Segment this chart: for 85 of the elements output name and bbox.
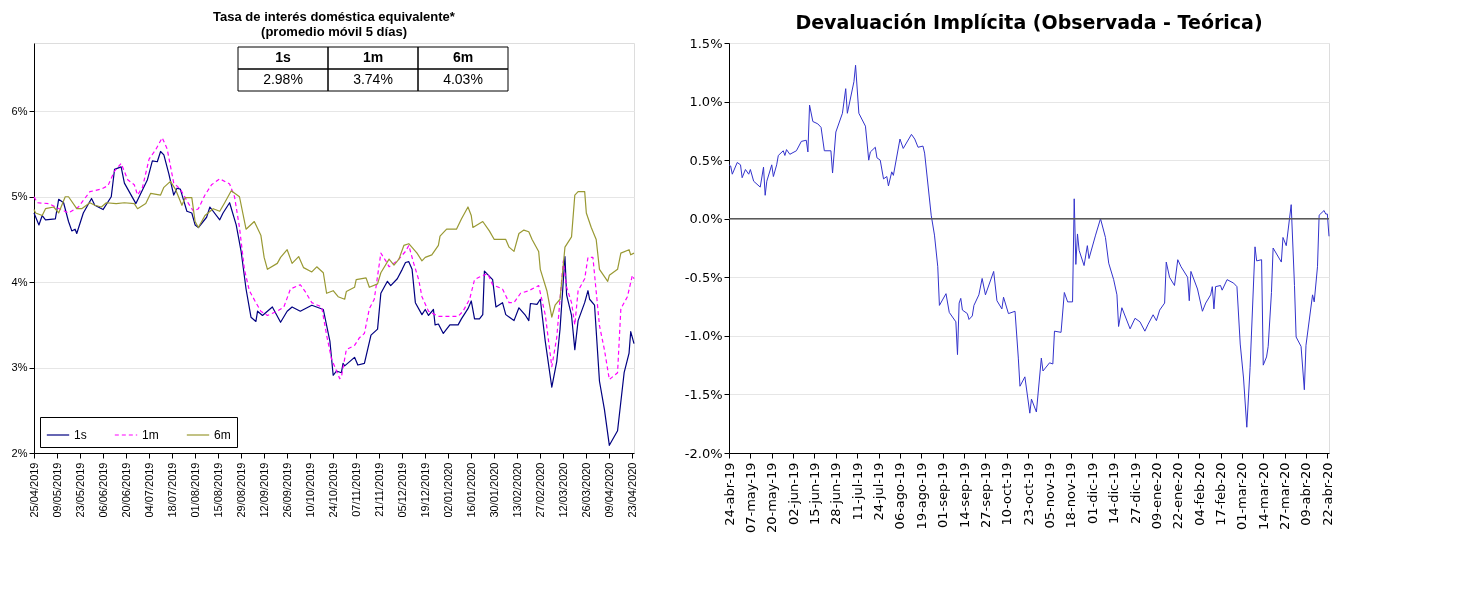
x-tick-label: 21/11/2019 — [372, 462, 385, 517]
x-tick-label: 02-jun-19 — [785, 462, 801, 526]
x-tick-label: 27/02/2020 — [533, 462, 546, 518]
x-tick-label: 10-oct-19 — [999, 462, 1015, 526]
x-tick-label: 22-abr-20 — [1319, 462, 1335, 526]
x-tick-label: 22-ene-20 — [1170, 462, 1186, 530]
x-tick-label: 14-dic-19 — [1106, 462, 1122, 524]
x-tick-label: 24/10/2019 — [326, 462, 339, 518]
y-tick-label: 3% — [11, 361, 28, 374]
x-tick-label: 26/03/2020 — [579, 462, 592, 518]
y-tick-label: 4% — [11, 275, 28, 288]
x-tick-label: 23/04/2020 — [625, 462, 638, 518]
x-tick-label: 09/05/2019 — [50, 462, 63, 518]
x-tick-label: 18-nov-19 — [1063, 462, 1079, 529]
x-tick-label: 07-may-19 — [742, 462, 758, 534]
x-tick-label: 12/03/2020 — [556, 462, 569, 518]
x-tick-label: 30/01/2020 — [487, 462, 500, 518]
x-tick-label: 01-dic-19 — [1084, 462, 1100, 524]
x-tick-label: 05-nov-19 — [1042, 462, 1058, 529]
x-tick-label: 19/12/2019 — [418, 462, 431, 518]
x-tick-label: 20-may-19 — [764, 462, 780, 534]
x-tick-label: 14-sep-19 — [956, 462, 972, 528]
x-tick-label: 28-jun-19 — [828, 462, 844, 526]
x-tick-label: 07/11/2019 — [349, 462, 362, 517]
x-tick-label: 29/08/2019 — [234, 462, 247, 518]
legend-label: 6m — [214, 428, 231, 442]
y-tick-label: 5% — [11, 190, 28, 203]
annotation: 2.98% — [263, 71, 303, 87]
text: 1m — [362, 49, 384, 65]
text: 6m — [452, 49, 474, 65]
x-tick-label: 18/07/2019 — [165, 462, 178, 518]
x-tick-label: 01/08/2019 — [188, 462, 201, 518]
y-tick-label: 2% — [11, 446, 28, 459]
y-tick-label: 0.0% — [689, 211, 723, 227]
x-tick-label: 02/01/2020 — [441, 462, 454, 518]
legend-label: 1m — [142, 428, 159, 442]
line-series — [33, 150, 635, 446]
x-tick-label: 09-abr-20 — [1298, 462, 1314, 526]
x-tick-label: 04/07/2019 — [142, 462, 155, 518]
text: 1s — [275, 49, 291, 65]
x-tick-label: 06/06/2019 — [96, 462, 109, 518]
x-tick-label: 27-dic-19 — [1127, 462, 1143, 524]
x-tick-label: 19-ago-19 — [913, 462, 929, 530]
x-tick-label: 06-ago-19 — [892, 462, 908, 530]
x-tick-label: 27-mar-20 — [1277, 462, 1293, 531]
annotation: 4.03% — [443, 71, 483, 87]
y-tick-label: 1.5% — [689, 35, 723, 51]
x-tick-label: 23/05/2019 — [73, 462, 86, 518]
chart-title: Devaluación Implícita (Observada - Teórica) — [795, 11, 1263, 33]
x-tick-label: 13/02/2020 — [510, 462, 523, 518]
x-tick-label: 11-jul-19 — [849, 462, 865, 521]
x-tick-label: 20/06/2019 — [119, 462, 132, 518]
x-tick-label: 24-abr-19 — [721, 462, 737, 526]
y-tick-label: -1.5% — [684, 386, 723, 402]
x-tick-label: 14-mar-20 — [1255, 462, 1271, 531]
y-tick-label: 0.5% — [689, 152, 723, 168]
x-tick-label: 25/04/2019 — [27, 462, 40, 518]
y-tick-label: 6% — [11, 104, 28, 117]
x-tick-label: 10/10/2019 — [303, 462, 316, 518]
x-tick-label: 01-sep-19 — [935, 462, 951, 528]
y-tick-label: -0.5% — [684, 269, 723, 285]
x-tick-label: 15/08/2019 — [211, 462, 224, 518]
line-series — [33, 180, 635, 318]
x-tick-label: 05/12/2019 — [395, 462, 408, 518]
x-tick-label: 04-feb-20 — [1191, 462, 1207, 526]
chart-title: Tasa de interés doméstica equivalente* — [213, 9, 456, 24]
annotation: 3.74% — [353, 71, 393, 87]
x-tick-label: 17-feb-20 — [1213, 462, 1229, 526]
legend-label: 1s — [74, 428, 87, 442]
y-tick-label: 1.0% — [689, 94, 723, 110]
y-tick-label: -2.0% — [684, 445, 723, 461]
x-tick-label: 27-sep-19 — [977, 462, 993, 528]
x-tick-label: 09-ene-20 — [1148, 462, 1164, 530]
x-tick-label: 24-jul-19 — [871, 462, 887, 521]
x-tick-label: 26/09/2019 — [280, 462, 293, 518]
chart-subtitle: (promedio móvil 5 días) — [261, 24, 407, 39]
x-tick-label: 16/01/2020 — [464, 462, 477, 518]
x-tick-label: 23-oct-19 — [1020, 462, 1036, 526]
x-tick-label: 09/04/2020 — [602, 462, 615, 518]
line-series — [728, 64, 1330, 428]
x-tick-label: 01-mar-20 — [1234, 462, 1250, 531]
line-series — [33, 137, 635, 381]
y-tick-label: -1.0% — [684, 328, 723, 344]
x-tick-label: 12/09/2019 — [257, 462, 270, 518]
x-tick-label: 15-jun-19 — [806, 462, 822, 526]
